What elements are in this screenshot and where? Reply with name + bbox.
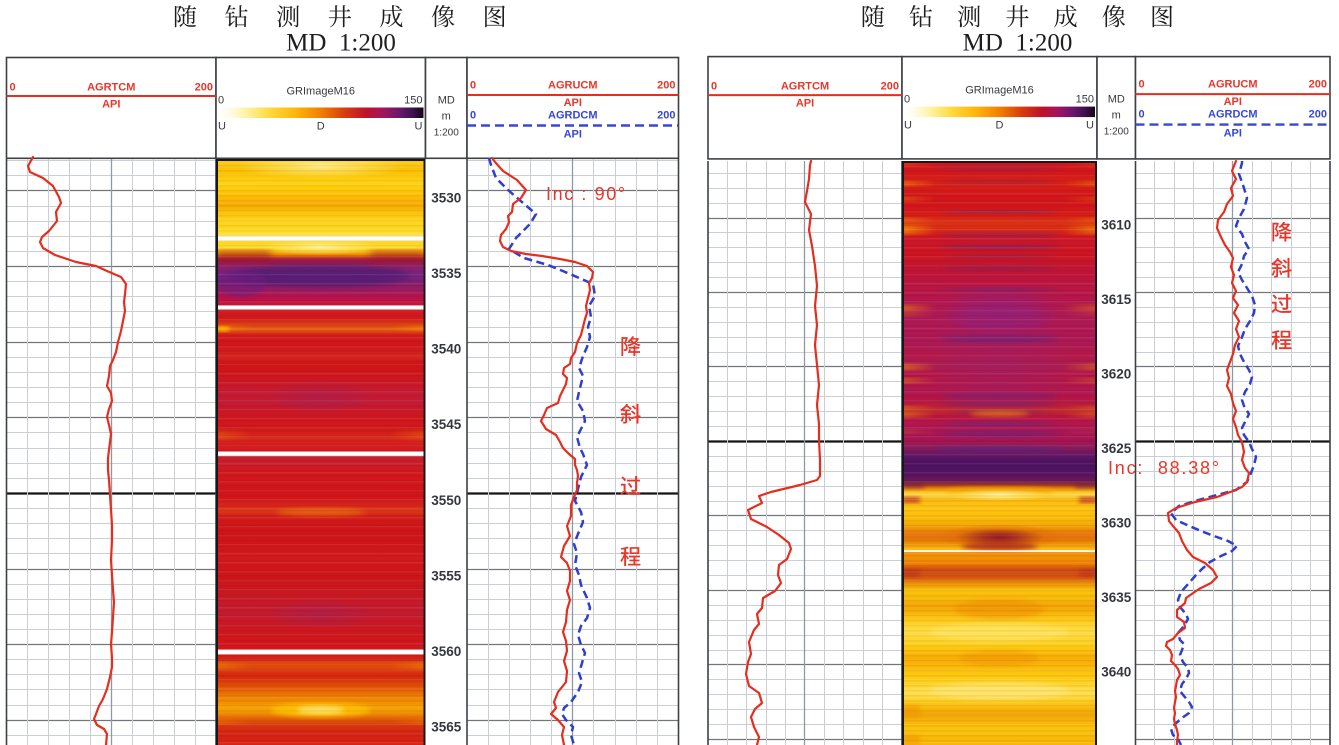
svg-text:D: D: [317, 121, 325, 133]
svg-text:1:200: 1:200: [1104, 127, 1129, 138]
svg-text:3610: 3610: [1101, 217, 1131, 232]
svg-text:3555: 3555: [431, 568, 462, 583]
svg-text:3565: 3565: [431, 720, 462, 735]
svg-text:3530: 3530: [431, 190, 461, 205]
svg-text:MD: MD: [438, 95, 455, 107]
svg-text:200: 200: [881, 81, 899, 93]
svg-text:3635: 3635: [1101, 590, 1132, 605]
svg-text:MD 1:200: MD 1:200: [286, 30, 396, 57]
svg-text:MD: MD: [1108, 94, 1125, 106]
svg-text:m: m: [442, 111, 451, 123]
svg-text:3550: 3550: [431, 493, 461, 508]
svg-text:MD 1:200: MD 1:200: [963, 30, 1073, 57]
svg-text:API: API: [564, 129, 582, 141]
svg-text:0: 0: [711, 81, 717, 93]
svg-text:200: 200: [195, 82, 213, 94]
svg-text:1:200: 1:200: [434, 128, 459, 139]
svg-text:D: D: [996, 120, 1004, 132]
svg-text:Inc : 90°: Inc : 90°: [546, 184, 627, 204]
svg-text:3545: 3545: [431, 417, 462, 432]
svg-text:3540: 3540: [431, 342, 461, 357]
svg-text:U: U: [415, 121, 423, 133]
svg-text:200: 200: [657, 110, 675, 122]
svg-text:Inc: 88.38°: Inc: 88.38°: [1108, 458, 1221, 478]
svg-text:3615: 3615: [1101, 292, 1132, 307]
svg-text:0: 0: [904, 94, 910, 106]
svg-text:API: API: [102, 99, 120, 111]
svg-text:API: API: [796, 98, 814, 110]
svg-text:API: API: [1224, 96, 1242, 108]
svg-text:200: 200: [1309, 79, 1327, 91]
svg-text:AGRTCM: AGRTCM: [87, 82, 135, 94]
svg-text:3625: 3625: [1101, 441, 1132, 456]
svg-text:U: U: [218, 121, 226, 133]
svg-text:API: API: [564, 97, 582, 109]
svg-text:AGRUCM: AGRUCM: [1208, 79, 1258, 91]
svg-text:AGRDCM: AGRDCM: [548, 110, 598, 122]
svg-text:API: API: [1224, 128, 1242, 140]
svg-text:3560: 3560: [431, 644, 461, 659]
svg-text:0: 0: [1139, 109, 1145, 121]
svg-text:GRImageM16: GRImageM16: [965, 85, 1033, 97]
svg-text:0: 0: [1139, 79, 1145, 91]
svg-text:0: 0: [470, 110, 476, 122]
svg-text:0: 0: [470, 80, 476, 92]
svg-text:m: m: [1112, 110, 1121, 122]
svg-text:0: 0: [218, 95, 224, 107]
svg-text:3630: 3630: [1101, 515, 1131, 530]
svg-text:0: 0: [10, 82, 16, 94]
svg-text:GRImageM16: GRImageM16: [287, 86, 355, 98]
svg-text:AGRTCM: AGRTCM: [781, 81, 829, 93]
svg-text:150: 150: [1076, 94, 1094, 106]
svg-text:200: 200: [1309, 109, 1327, 121]
svg-text:U: U: [1086, 120, 1094, 132]
svg-text:200: 200: [657, 80, 675, 92]
svg-text:3620: 3620: [1101, 366, 1131, 381]
svg-text:150: 150: [404, 95, 422, 107]
svg-text:U: U: [904, 120, 912, 132]
svg-text:3640: 3640: [1101, 664, 1131, 679]
svg-text:AGRUCM: AGRUCM: [548, 80, 598, 92]
svg-text:AGRDCM: AGRDCM: [1208, 109, 1258, 121]
svg-text:3535: 3535: [431, 266, 462, 281]
